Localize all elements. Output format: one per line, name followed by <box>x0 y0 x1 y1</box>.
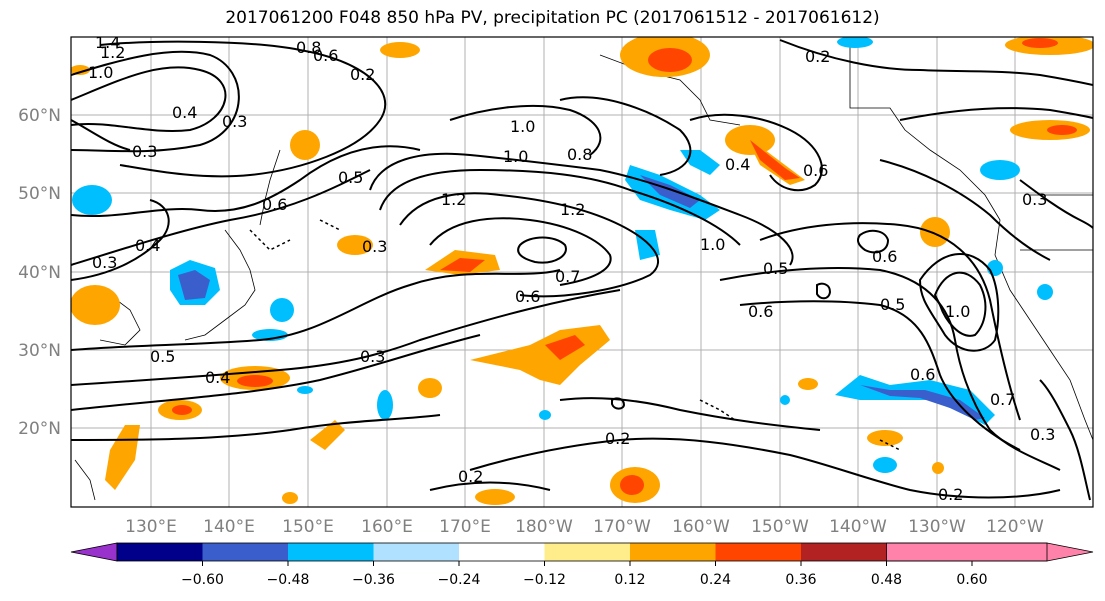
contour-label: 0.3 <box>1022 190 1047 209</box>
colorbar-segment <box>801 543 887 561</box>
lon-label: 170°E <box>439 517 491 537</box>
precip-positive-fills <box>71 37 1093 505</box>
contour-label: 0.7 <box>990 390 1015 409</box>
colorbar-segment <box>715 543 801 561</box>
latitude-labels: 60°N 50°N 40°N 30°N 20°N <box>18 106 61 439</box>
contour-label: 1.0 <box>88 63 113 82</box>
lon-label: 170°W <box>593 517 651 537</box>
colorbar-tick-label: 0.60 <box>956 572 987 588</box>
colorbar-extend-min <box>70 542 118 562</box>
colorbar-frame <box>116 542 1048 562</box>
lon-label: 160°W <box>672 517 730 537</box>
lat-label: 40°N <box>18 263 61 283</box>
colorbar-tick-label: −0.36 <box>352 572 395 588</box>
lat-label: 20°N <box>18 419 61 439</box>
contour-label: 0.6 <box>748 302 773 321</box>
contour-label: 0.5 <box>763 259 788 278</box>
contour-label: 0.2 <box>458 467 483 486</box>
lon-label: 140°E <box>203 517 255 537</box>
map-title: 2017061200 F048 850 hPa PV, precipitatio… <box>225 8 880 28</box>
contour-labels: 1.4 1.2 1.0 0.8 0.6 0.2 0.3 0.4 0.5 0.6 … <box>88 33 1055 504</box>
contour-label: 0.6 <box>515 287 540 306</box>
colorbar-tick-label: −0.48 <box>267 572 310 588</box>
contour-label: 0.4 <box>135 236 160 255</box>
lat-label: 60°N <box>18 106 61 126</box>
colorbar-tick-label: 0.12 <box>614 572 645 588</box>
contour-label: 0.2 <box>938 485 963 504</box>
contour-label: 0.4 <box>205 368 230 387</box>
longitude-labels: 130°E 140°E 150°E 160°E 170°E 180°W 170°… <box>125 517 1044 537</box>
lat-label: 30°N <box>18 341 61 361</box>
contour-label: 1.0 <box>700 235 725 254</box>
colorbar-segment <box>373 543 459 561</box>
pv-contours <box>71 39 1093 501</box>
contour-label: 1.0 <box>510 117 535 136</box>
colorbar-tick-label: −0.24 <box>438 572 481 588</box>
lon-label: 150°E <box>282 517 334 537</box>
contour-label: 0.2 <box>805 47 830 66</box>
contour-label: 0.6 <box>872 247 897 266</box>
lon-label: 120°W <box>986 517 1044 537</box>
lon-label: 130°E <box>125 517 177 537</box>
contour-label: 0.6 <box>313 46 338 65</box>
contour-label: 0.4 <box>172 103 197 122</box>
contour-label: 0.5 <box>338 168 363 187</box>
contour-label: 1.2 <box>100 43 125 62</box>
contour-label: 0.3 <box>222 112 247 131</box>
colorbar-segment <box>630 543 716 561</box>
colorbar-tick-label: 0.24 <box>700 572 731 588</box>
contour-label: 0.6 <box>262 195 287 214</box>
colorbar-ticks <box>202 561 973 566</box>
colorbar-tick-label: 0.48 <box>871 572 902 588</box>
lon-label: 160°E <box>361 517 413 537</box>
contour-label: 1.0 <box>503 147 528 166</box>
contour-label: 1.2 <box>441 190 466 209</box>
colorbar-segment <box>117 543 203 561</box>
colorbar-tick-label: −0.12 <box>523 572 566 588</box>
contour-label: 0.5 <box>150 347 175 366</box>
contour-label: 0.6 <box>910 365 935 384</box>
contour-label: 0.4 <box>725 155 750 174</box>
contour-label: 0.3 <box>360 347 385 366</box>
colorbar-segment <box>544 543 630 561</box>
lon-label: 130°W <box>908 517 966 537</box>
contour-label: 0.3 <box>1030 425 1055 444</box>
colorbar-tick-labels: −0.60 −0.48 −0.36 −0.24 −0.12 0.12 0.24 … <box>181 572 988 588</box>
colorbar-segment <box>459 543 545 561</box>
lon-label: 150°W <box>751 517 809 537</box>
contour-label: 0.8 <box>296 38 321 57</box>
contour-label: 0.5 <box>880 295 905 314</box>
contour-label: 1.4 <box>95 33 120 52</box>
contour-label: 1.2 <box>560 200 585 219</box>
map-frame <box>70 36 1094 508</box>
colorbar-extend-max <box>886 542 1094 562</box>
contour-label: 0.3 <box>132 142 157 161</box>
lon-label: 140°W <box>829 517 887 537</box>
contour-label: 0.8 <box>567 145 592 164</box>
contour-label: 0.6 <box>803 161 828 180</box>
colorbar-segment <box>202 543 288 561</box>
contour-label: 0.2 <box>350 65 375 84</box>
contour-label: 0.7 <box>555 267 580 286</box>
contour-label: 1.0 <box>945 302 970 321</box>
pv-dashed-contours <box>249 219 901 451</box>
colorbar-tick-label: −0.60 <box>181 572 224 588</box>
colorbar-segment <box>288 543 374 561</box>
lon-label: 180°W <box>515 517 573 537</box>
contour-label: 0.2 <box>605 429 630 448</box>
lat-label: 50°N <box>18 184 61 204</box>
contour-label: 0.3 <box>92 253 117 272</box>
contour-label: 0.3 <box>362 237 387 256</box>
colorbar: −0.60 −0.48 −0.36 −0.24 −0.12 0.12 0.24 … <box>70 542 1094 588</box>
colorbar-tick-label: 0.36 <box>785 572 816 588</box>
